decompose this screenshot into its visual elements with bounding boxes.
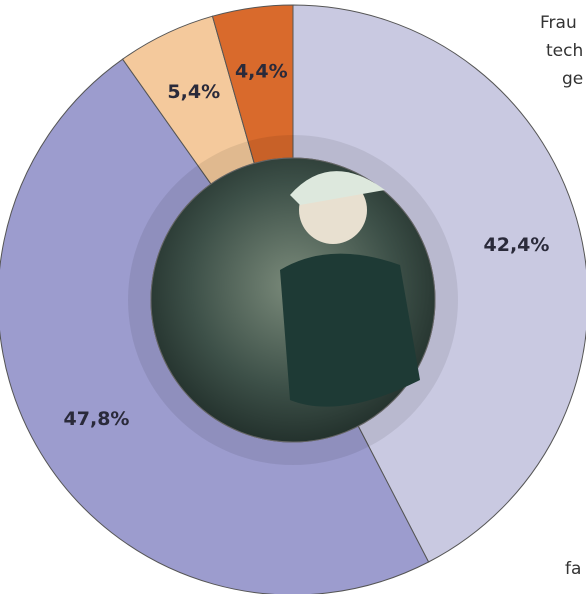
photo-shirt (280, 253, 420, 407)
annotation: ge (562, 69, 583, 89)
annotation: Frau (540, 13, 577, 33)
photo-cap (290, 171, 385, 205)
annotation: fa (565, 559, 581, 579)
labels: 42,4% 47,8% 5,4% 4,4% (64, 61, 550, 430)
value-label: 4,4% (235, 61, 288, 83)
annotation: tech (546, 41, 583, 61)
value-label: 5,4% (167, 81, 220, 103)
value-label: 47,8% (64, 408, 130, 430)
value-label: 42,4% (484, 234, 550, 256)
slices (0, 4, 586, 594)
